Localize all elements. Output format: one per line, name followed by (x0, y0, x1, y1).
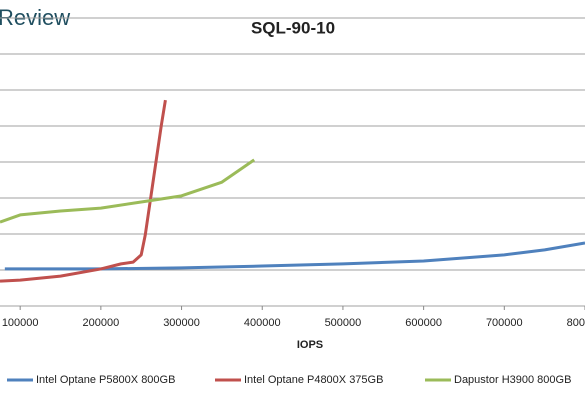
series-line (0, 99, 167, 283)
series-line (4, 241, 585, 271)
legend-label: Intel Optane P5800X 800GB (36, 374, 175, 386)
chart-title: SQL-90-10 (251, 18, 335, 37)
x-tick-label: 700000 (486, 317, 523, 329)
x-axis-label: IOPS (297, 339, 323, 351)
x-tick-label: 800000 (567, 317, 585, 329)
x-tick-label: 600000 (405, 317, 442, 329)
x-tick-label: 400000 (244, 317, 281, 329)
legend-label: Dapustor H3900 800GB (454, 374, 571, 386)
x-tick-label: 300000 (163, 317, 200, 329)
series-line (0, 158, 256, 224)
legend-label: Intel Optane P4800X 375GB (244, 374, 383, 386)
x-tick-label: 100000 (2, 317, 39, 329)
x-tick-label: 500000 (325, 317, 362, 329)
x-tick-label: 200000 (83, 317, 120, 329)
brand: Review (0, 5, 70, 30)
